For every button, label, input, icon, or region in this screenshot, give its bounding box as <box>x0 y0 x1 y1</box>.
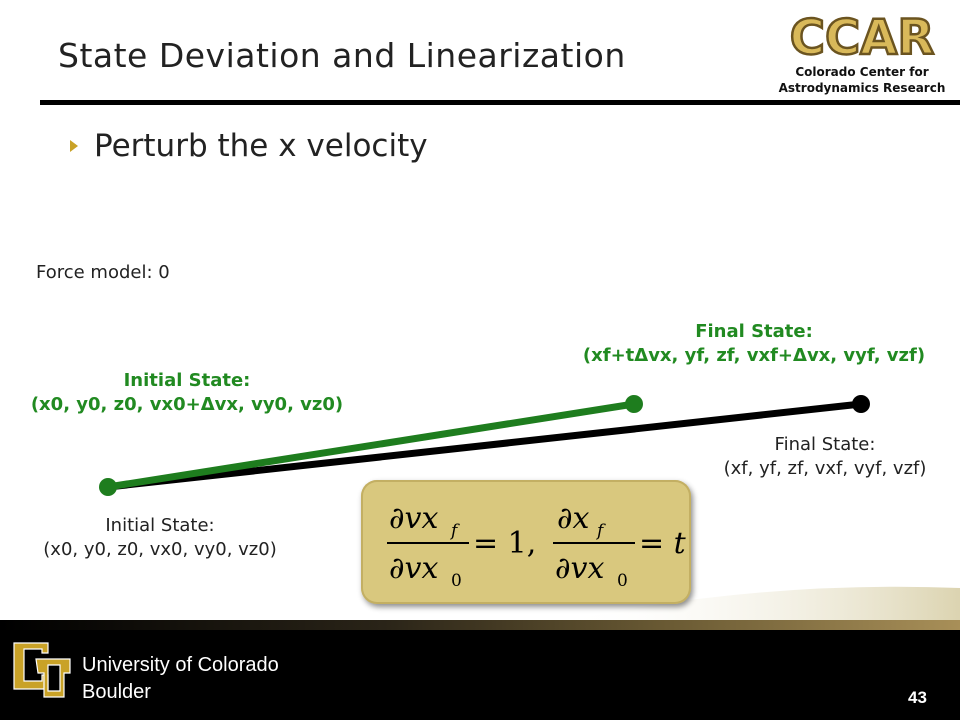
ccar-logo-line2: Astrodynamics Research <box>779 81 946 95</box>
eq2-numerator: ∂x <box>557 501 590 536</box>
initial-state-point <box>99 478 117 496</box>
ccar-logo: CCAR Colorado Center for Astrodynamics R… <box>779 9 946 95</box>
ccar-logo-line1: Colorado Center for <box>795 65 928 79</box>
initial-nominal-value: (x0, y0, z0, vx0, vy0, vz0) <box>43 539 277 560</box>
bullet-text: Perturb the x velocity <box>94 128 428 164</box>
university-name-line2: Boulder <box>82 681 151 703</box>
perturbed-trajectory-line <box>107 400 635 491</box>
initial-perturbed-label: Initial State: (x0, y0, z0, vx0+Δvx, vy0… <box>0 369 374 417</box>
initial-perturbed-value: (x0, y0, z0, vx0+Δvx, vy0, vz0) <box>30 394 344 415</box>
final-nominal-title: Final State: <box>774 434 876 455</box>
final-nominal-value: (xf, yf, zf, vxf, vyf, vzf) <box>723 458 927 479</box>
bullet-item: Perturb the x velocity <box>70 128 428 164</box>
initial-nominal-label: Initial State: (x0, y0, z0, vx0, vy0, vz… <box>4 514 316 562</box>
initial-nominal-title: Initial State: <box>105 515 215 536</box>
eq1-denominator: ∂vx <box>389 551 438 586</box>
final-perturbed-point <box>625 395 643 413</box>
eq2-denominator: ∂vx <box>555 551 604 586</box>
final-nominal-label: Final State: (xf, yf, zf, vxf, vyf, vzf) <box>690 433 960 481</box>
final-perturbed-title: Final State: <box>695 321 813 342</box>
final-perturbed-label: Final State: (xf+tΔvx, yf, zf, vxf+Δvx, … <box>548 320 960 368</box>
bullet-arrow-icon <box>70 140 78 152</box>
initial-perturbed-title: Initial State: <box>123 370 251 391</box>
final-perturbed-value: (xf+tΔvx, yf, zf, vxf+Δvx, vyf, vzf) <box>582 345 926 366</box>
eq1-rhs: = 1, <box>473 526 536 561</box>
footer-gold-stripe <box>0 620 960 630</box>
trajectory-diagram <box>99 395 870 496</box>
nominal-trajectory-line <box>107 400 862 491</box>
footer-bar <box>0 620 960 720</box>
title-divider <box>40 100 960 105</box>
force-model-label: Force model: 0 <box>36 262 170 283</box>
final-nominal-point <box>852 395 870 413</box>
eq1-numerator-sub: f <box>449 521 460 541</box>
equation-box: ∂vx f ∂vx 0 = 1, ∂x f ∂vx 0 = t <box>361 480 691 604</box>
cu-logo <box>13 642 71 698</box>
eq1-numerator: ∂vx <box>389 501 438 536</box>
eq2-denominator-sub: 0 <box>617 571 628 591</box>
eq2-numerator-sub: f <box>595 521 606 541</box>
ccar-logo-acronym: CCAR <box>790 10 935 66</box>
decorative-swoosh <box>560 586 960 622</box>
slide-title: State Deviation and Linearization <box>58 36 626 75</box>
partial-derivative-equations: ∂vx f ∂vx 0 = 1, ∂x f ∂vx 0 = t <box>387 501 687 591</box>
university-name-line1: University of Colorado <box>82 654 279 676</box>
eq1-denominator-sub: 0 <box>451 571 462 591</box>
eq2-rhs: = t <box>639 526 687 561</box>
page-number: 43 <box>908 688 927 707</box>
